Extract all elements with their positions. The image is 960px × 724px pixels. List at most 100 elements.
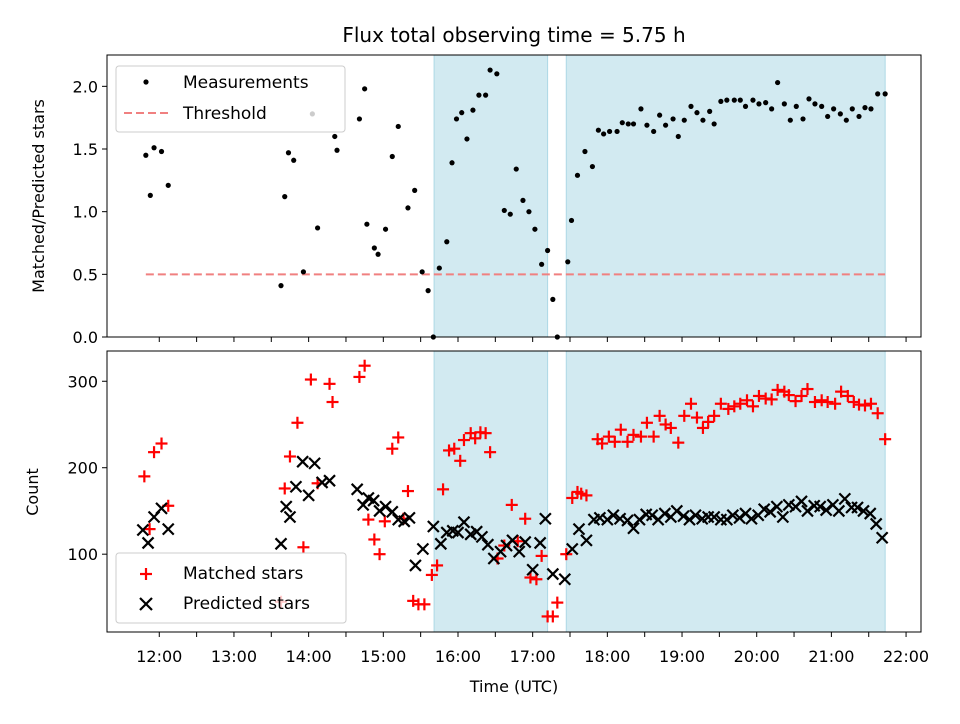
measurement-point — [334, 147, 340, 153]
matched-star-point — [368, 533, 381, 546]
x-tick-label: 19:00 — [659, 647, 705, 666]
matched-star-point — [678, 409, 691, 422]
measurement-point — [470, 107, 476, 113]
legend-measurements-label: Measurements — [183, 73, 309, 93]
predicted-star-point — [795, 495, 808, 508]
matched-star-point — [647, 430, 660, 443]
measurement-point — [425, 288, 431, 294]
predicted-star-point — [627, 521, 640, 535]
predicted-star-point — [434, 537, 448, 551]
measurement-point — [574, 172, 581, 178]
measurement-point — [843, 117, 849, 123]
predicted-star-point — [373, 504, 386, 518]
predicted-star-point — [526, 563, 539, 577]
measurement-point — [532, 226, 538, 232]
measurement-point — [278, 283, 284, 289]
predicted-star-point — [506, 534, 519, 547]
measurement-point — [837, 111, 843, 117]
predicted-star-point — [475, 530, 489, 544]
measurement-point — [724, 97, 730, 103]
matched-star-point — [283, 450, 296, 463]
predicted-star-point — [869, 517, 883, 531]
top-legend: Measurements Threshold — [115, 65, 346, 133]
matched-star-point — [614, 423, 627, 436]
measurement-point — [688, 103, 694, 109]
matched-star-point — [864, 397, 877, 410]
predicted-star-point — [546, 567, 560, 581]
predicted-star-point — [409, 559, 422, 572]
y-tick-label: 2.0 — [73, 77, 98, 96]
measurement-point — [459, 110, 465, 116]
measurement-point — [147, 192, 153, 198]
measurement-point — [731, 97, 737, 103]
matched-star-point — [829, 397, 842, 410]
predicted-star-point — [283, 510, 297, 524]
matched-star-point — [708, 409, 721, 422]
measurement-point — [742, 103, 749, 109]
measurement-point — [589, 163, 596, 170]
chart-title: Flux total observing time = 5.75 h — [342, 23, 685, 47]
legend-threshold-label: Threshold — [182, 104, 267, 124]
predicted-star-point — [607, 508, 620, 522]
matched-star-point — [815, 394, 828, 407]
predicted-star-point — [745, 512, 758, 526]
predicted-star-point — [857, 504, 870, 518]
legend-predicted-marker — [139, 597, 153, 611]
predicted-star-point — [481, 538, 495, 551]
predicted-star-point — [296, 455, 309, 468]
matched-star-point — [795, 389, 808, 402]
bottom-y-label: Count — [23, 468, 42, 516]
matched-star-point — [722, 402, 735, 415]
matched-star-point — [664, 421, 677, 434]
matched-star-point — [789, 395, 802, 408]
measurement-point — [882, 91, 888, 97]
measurement-point — [675, 133, 681, 140]
measurement-point — [143, 152, 149, 158]
measurement-point — [436, 265, 442, 271]
predicted-star-point — [776, 510, 790, 524]
predicted-star-point — [645, 508, 659, 522]
matched-star-point — [401, 485, 414, 498]
measurement-point — [868, 106, 874, 112]
matched-star-point — [530, 573, 543, 586]
shaded-interval — [433, 350, 549, 633]
measurement-point — [806, 96, 812, 102]
predicted-star-point — [155, 502, 168, 515]
measurement-point — [595, 127, 601, 133]
predicted-star-point — [707, 510, 721, 524]
measurement-point — [356, 116, 363, 122]
bottom-shaded-intervals — [433, 350, 886, 633]
measurement-point — [812, 101, 818, 107]
shaded-interval — [565, 54, 886, 338]
matched-star-point — [801, 383, 814, 396]
predicted-star-point — [457, 515, 471, 529]
bottom-x-axis: 12:00 13:00 14:00 15:00 16:00 17:00 18:00 19:00… — [136, 632, 929, 666]
measurement-point — [781, 101, 787, 107]
measurement-point — [568, 217, 575, 224]
matched-star-point — [353, 370, 366, 383]
measurement-point — [565, 259, 571, 265]
matched-star-point — [418, 598, 431, 611]
predicted-star-point — [533, 536, 547, 550]
predicted-star-point — [813, 500, 827, 513]
measurement-point — [395, 123, 401, 130]
matched-star-point — [484, 446, 497, 459]
measurement-point — [718, 98, 724, 104]
predicted-star-point — [289, 480, 303, 494]
predicted-star-point — [279, 500, 293, 513]
x-tick-label: 16:00 — [435, 647, 481, 666]
measurement-point — [651, 128, 657, 135]
predicted-star-point — [863, 507, 877, 520]
predicted-star-point — [875, 531, 889, 545]
measurement-point — [526, 209, 532, 215]
measurement-point — [657, 112, 663, 118]
measurement-point — [371, 245, 377, 251]
measurement-point — [681, 117, 687, 123]
measurement-point — [412, 187, 418, 193]
matched-star-point — [608, 435, 621, 448]
predicted-star-point — [558, 572, 572, 586]
shaded-interval — [565, 350, 886, 633]
predicted-star-point — [572, 522, 586, 536]
top-axes-frame — [106, 54, 922, 338]
matched-star-point — [575, 487, 588, 500]
